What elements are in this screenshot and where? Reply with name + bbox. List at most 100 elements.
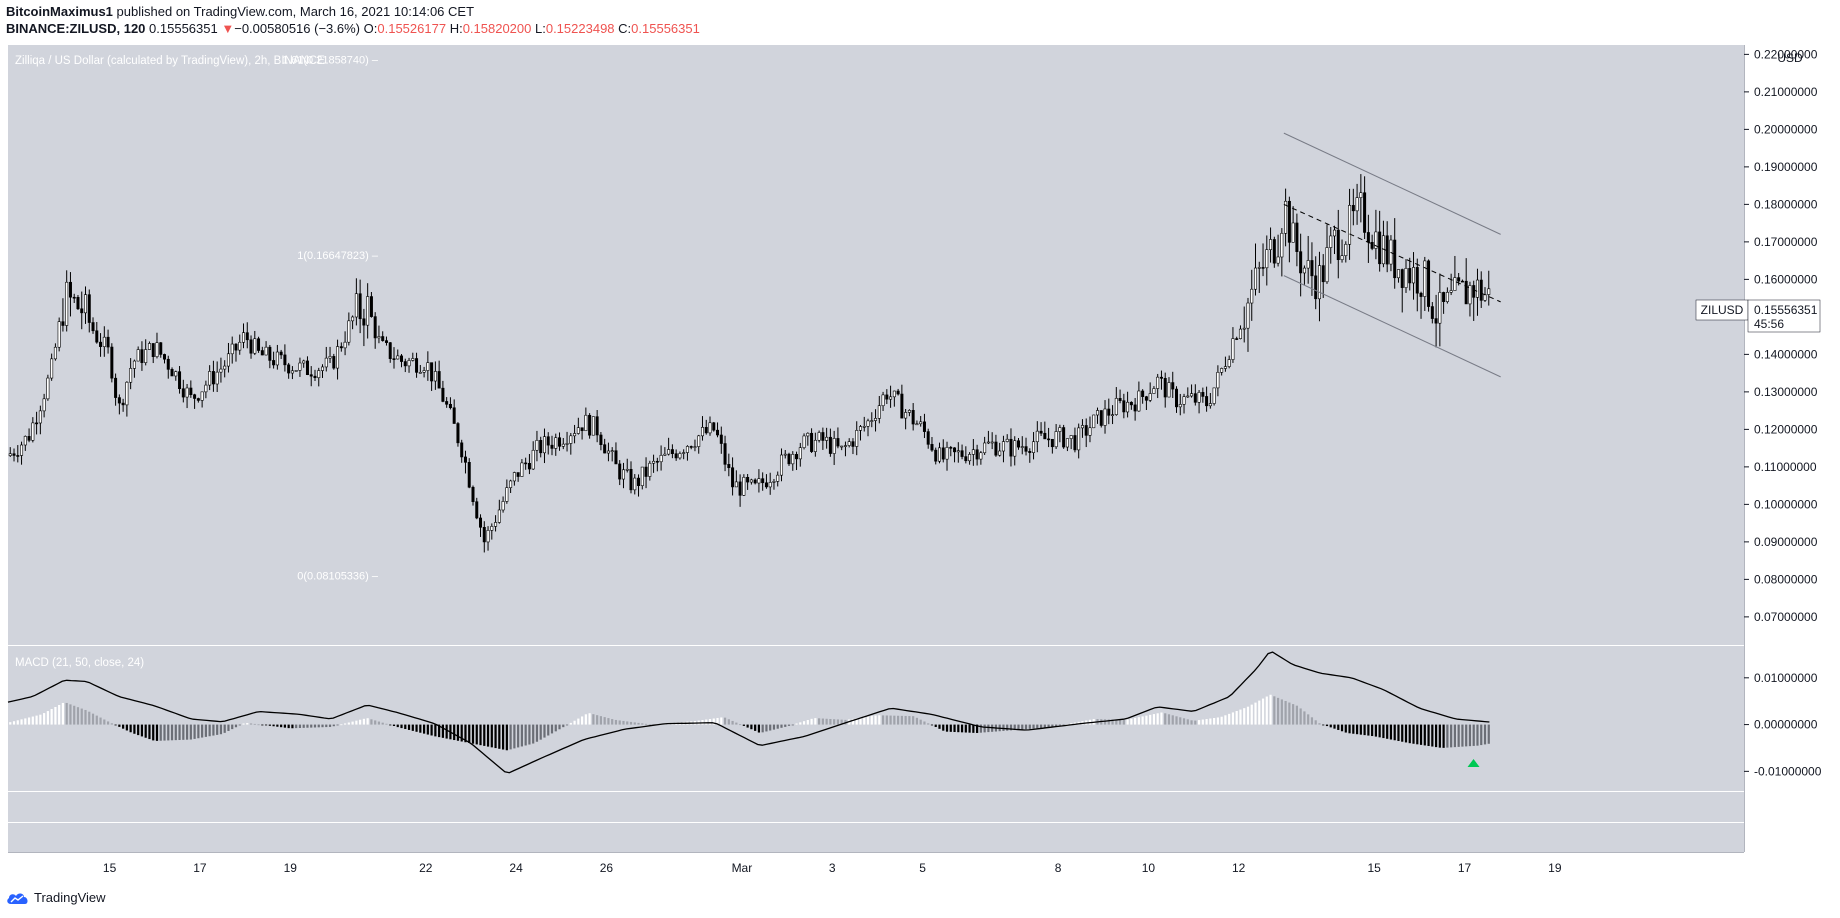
candle-body xyxy=(23,436,27,446)
macd-histogram-bar xyxy=(1220,716,1223,725)
macd-histogram-bar xyxy=(739,724,742,726)
candle-body xyxy=(400,355,404,362)
candle-body xyxy=(42,398,46,412)
macd-histogram-bar xyxy=(761,724,764,733)
candle-body xyxy=(843,445,847,447)
macd-histogram-bar xyxy=(313,724,317,728)
macd-histogram-bar xyxy=(1307,714,1310,725)
candle-body xyxy=(798,447,802,460)
macd-histogram-bar xyxy=(629,721,633,725)
candle-body xyxy=(610,450,614,452)
macd-histogram-bar xyxy=(114,724,117,726)
candle-body xyxy=(27,436,31,441)
candle-body xyxy=(1438,292,1442,324)
time-tick-label: 15 xyxy=(103,861,117,875)
descending-channel[interactable] xyxy=(1283,132,1501,378)
tradingview-brand[interactable]: TradingView xyxy=(6,890,106,905)
macd-histogram-bar xyxy=(1393,724,1396,741)
macd-histogram-bar xyxy=(731,720,734,725)
price-tick-label: 0.10000000 xyxy=(1754,497,1818,511)
candle-body xyxy=(945,447,949,460)
candle-body xyxy=(1039,430,1043,434)
macd-histogram-bar xyxy=(870,716,873,725)
macd-histogram-bar xyxy=(712,718,715,725)
candle-body xyxy=(1223,366,1227,369)
candle-body xyxy=(91,322,95,332)
macd-histogram-bar xyxy=(1423,724,1426,746)
macd-histogram-bar xyxy=(317,724,320,728)
candle-body xyxy=(983,442,987,454)
price-axis[interactable] xyxy=(1744,45,1836,852)
candle-body xyxy=(531,449,535,470)
candle-body xyxy=(129,368,133,383)
macd-histogram-bar xyxy=(197,724,200,739)
time-ticks: 15 17 19 22 24 26 Mar 3 5 8 10 12 15 17 19 xyxy=(103,861,1562,875)
candle-body xyxy=(309,374,313,377)
macd-histogram-bar xyxy=(930,724,934,726)
macd-histogram-bar xyxy=(1209,718,1212,725)
macd-histogram-bar xyxy=(392,724,396,727)
candle-body xyxy=(998,450,1002,456)
candle-body xyxy=(279,351,283,356)
candle-body xyxy=(1423,260,1427,297)
time-tick-label: Mar xyxy=(732,861,753,875)
candle-body xyxy=(178,371,182,390)
bar-countdown: 45:56 xyxy=(1754,317,1784,331)
macd-histogram-bar xyxy=(494,724,497,749)
macd-histogram-bar xyxy=(1062,724,1065,726)
macd-histogram-bar xyxy=(321,724,324,728)
macd-histogram-bar xyxy=(821,718,824,725)
macd-histogram-bar xyxy=(577,718,580,725)
candle-body xyxy=(1001,441,1005,452)
macd-histogram-bar xyxy=(874,715,877,725)
macd-histogram-bar xyxy=(16,720,19,725)
candle-body xyxy=(922,421,926,432)
candle-body xyxy=(245,332,249,341)
candle-body xyxy=(223,365,227,370)
candle-body xyxy=(1355,197,1359,212)
candle-body xyxy=(95,330,99,343)
candle-body xyxy=(633,477,637,491)
candle-body xyxy=(1182,396,1186,405)
macd-histogram-bar xyxy=(1480,724,1483,746)
candle-body xyxy=(336,346,340,369)
candle-body xyxy=(764,482,768,488)
macd-histogram-bar xyxy=(445,724,448,739)
macd-histogram-bar xyxy=(833,719,836,725)
high-value: 0.15820200 xyxy=(462,21,532,36)
author-name[interactable]: BitcoinMaximus1 xyxy=(6,4,113,19)
macd-histogram-bar xyxy=(972,724,975,733)
macd-histogram-bar xyxy=(960,724,964,733)
macd-histogram-bar xyxy=(912,716,915,725)
macd-histogram-bar xyxy=(185,724,189,740)
price-tick-label: 0.11000000 xyxy=(1754,460,1817,474)
candle-body xyxy=(975,449,979,460)
macd-histogram-bar xyxy=(524,724,527,746)
candle-body xyxy=(546,436,550,446)
candle-body xyxy=(1133,404,1137,412)
candle-body xyxy=(215,371,219,385)
candle-body xyxy=(369,296,373,317)
macd-histogram-bar xyxy=(404,724,407,730)
candle-body xyxy=(1193,393,1197,403)
macd-histogram-bar xyxy=(1013,724,1016,731)
fib-levels[interactable]: 1.61(0.21858740) – 1(0.16647823) – 0(0.081… xyxy=(282,55,379,583)
candle-body xyxy=(411,358,415,361)
candle-body xyxy=(12,453,16,456)
candle-body xyxy=(1058,427,1062,432)
macd-histogram-bar xyxy=(1235,710,1238,725)
macd-histogram-bar xyxy=(735,722,738,725)
candle-body xyxy=(317,370,321,379)
candle-body xyxy=(181,388,185,398)
candle-body xyxy=(1246,302,1250,329)
macd-histogram-bar xyxy=(1450,724,1453,748)
candle-body xyxy=(1333,229,1337,237)
macd-histogram-bar xyxy=(976,724,979,733)
candle-body xyxy=(889,396,893,400)
macd-histogram-bar xyxy=(584,714,587,725)
last-price-tag: ZILUSD 0.15556351 45:56 xyxy=(1695,299,1821,333)
price-pane[interactable] xyxy=(8,45,1744,645)
macd-histogram-bar xyxy=(1036,724,1039,729)
macd-histogram-bar xyxy=(1352,724,1355,734)
